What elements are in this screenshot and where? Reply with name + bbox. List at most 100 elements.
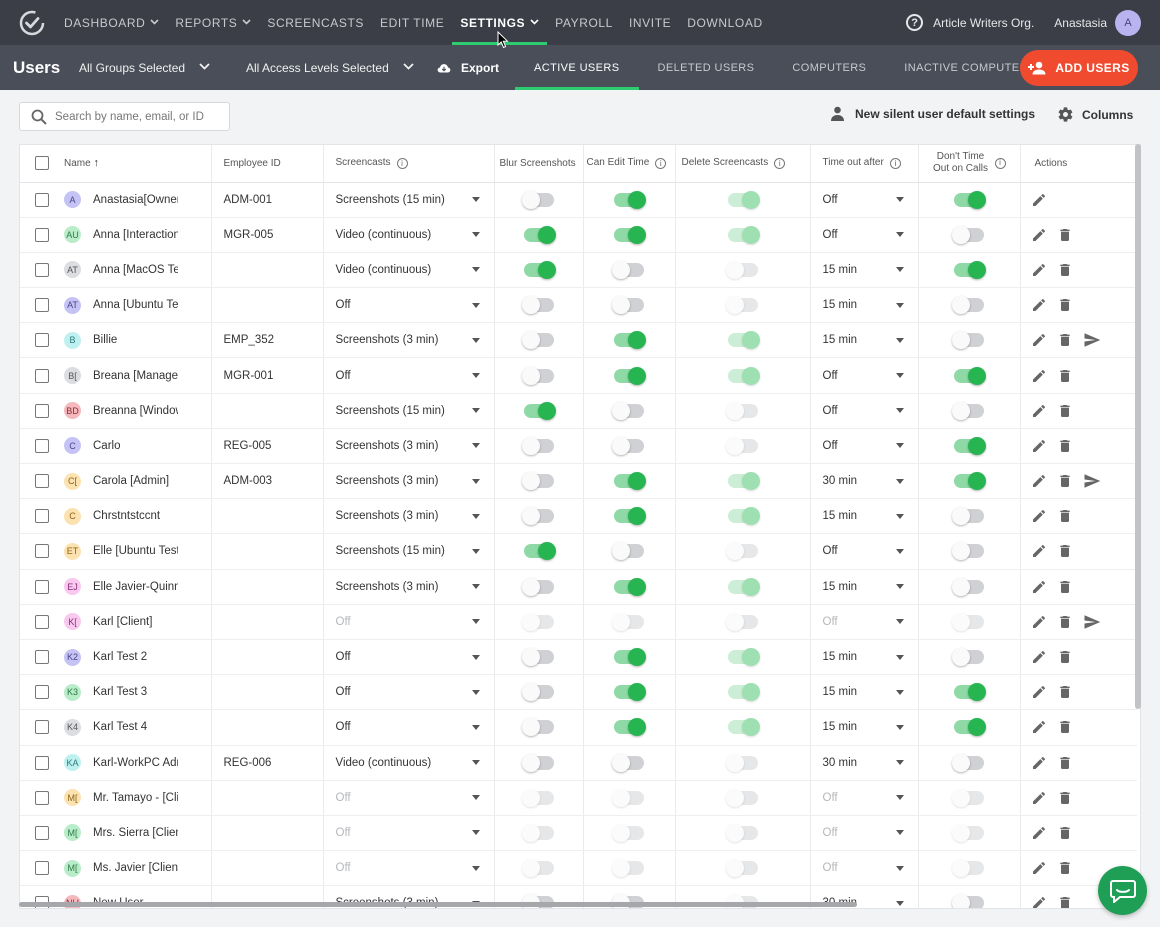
blur-screenshots-column-header[interactable]: Blur Screenshots — [494, 145, 584, 183]
row-checkbox[interactable] — [35, 614, 49, 629]
can-edit-time-toggle[interactable] — [612, 859, 644, 878]
delete-screencasts-toggle[interactable] — [727, 507, 760, 526]
user-name-link[interactable]: Karl Test 2 — [93, 651, 148, 664]
user-name-link[interactable]: Anna [Interaction] — [93, 228, 178, 241]
timeout-select[interactable]: 15 min — [810, 252, 919, 289]
delete-screencasts-toggle[interactable] — [725, 401, 758, 420]
delete-screencasts-toggle[interactable] — [727, 190, 760, 209]
delete-trash-icon[interactable] — [1057, 438, 1073, 454]
screencasts-select[interactable]: Screenshots (15 min) — [323, 182, 495, 218]
employee-id-cell[interactable]: REG-006 — [211, 745, 324, 781]
edit-pencil-icon[interactable] — [1031, 649, 1047, 665]
employee-id-cell[interactable] — [211, 533, 324, 570]
timeout-select[interactable]: 15 min — [810, 569, 919, 605]
horizontal-scrollbar[interactable] — [19, 902, 857, 907]
edit-pencil-icon[interactable] — [1031, 438, 1047, 454]
blur-screenshots-toggle[interactable] — [521, 859, 554, 878]
nav-item-download[interactable]: DOWNLOAD — [679, 0, 770, 45]
can-edit-time-toggle[interactable] — [612, 296, 644, 315]
delete-screencasts-toggle[interactable] — [725, 612, 758, 631]
edit-pencil-icon[interactable] — [1031, 297, 1047, 313]
name-column-header[interactable]: Name ↑ — [55, 145, 212, 183]
blur-screenshots-toggle[interactable] — [521, 472, 554, 491]
timeout-select[interactable]: 15 min — [810, 639, 919, 676]
can-edit-time-toggle[interactable] — [612, 753, 644, 772]
blur-screenshots-toggle[interactable] — [521, 753, 554, 772]
employee-id-cell[interactable] — [211, 850, 324, 887]
timeout-select[interactable]: Off — [810, 217, 919, 253]
blur-screenshots-toggle[interactable] — [521, 788, 554, 807]
user-name-link[interactable]: Anna [MacOS Test] — [93, 263, 178, 276]
user-name-link[interactable]: Carlo — [93, 439, 121, 452]
can-edit-time-toggle[interactable] — [614, 648, 646, 667]
dont-timeout-on-calls-toggle[interactable] — [952, 225, 984, 244]
user-name-link[interactable]: Billie — [93, 334, 118, 347]
user-name-link[interactable]: Carola [Admin] — [93, 475, 170, 488]
employee-id-cell[interactable]: ADM-001 — [211, 182, 324, 218]
row-checkbox[interactable] — [35, 333, 49, 348]
blur-screenshots-toggle[interactable] — [521, 296, 554, 315]
delete-trash-icon[interactable] — [1057, 719, 1073, 735]
employee-id-cell[interactable] — [211, 674, 324, 711]
send-invite-icon[interactable] — [1083, 331, 1101, 349]
dont-timeout-on-calls-toggle[interactable] — [952, 577, 984, 596]
screencasts-select[interactable]: Off — [323, 639, 495, 676]
user-name-link[interactable]: Elle Javier-Quinn — [93, 580, 178, 593]
dont-timeout-on-calls-toggle[interactable] — [952, 753, 984, 772]
nav-item-payroll[interactable]: PAYROLL — [547, 0, 621, 45]
row-checkbox[interactable] — [35, 544, 49, 559]
user-name[interactable]: Anastasia — [1054, 15, 1107, 30]
timeout-select[interactable]: 30 min — [810, 745, 919, 781]
dont-timeout-on-calls-toggle[interactable] — [954, 718, 986, 737]
row-checkbox[interactable] — [35, 403, 49, 418]
can-edit-time-toggle[interactable] — [612, 612, 644, 631]
screencasts-select[interactable]: Off — [323, 815, 495, 852]
delete-trash-icon[interactable] — [1057, 473, 1073, 489]
delete-trash-icon[interactable] — [1057, 543, 1073, 559]
delete-screencasts-toggle[interactable] — [725, 436, 758, 455]
employee-id-cell[interactable] — [211, 498, 324, 535]
edit-pencil-icon[interactable] — [1031, 579, 1047, 595]
app-logo-icon[interactable] — [18, 9, 46, 37]
delete-trash-icon[interactable] — [1057, 508, 1073, 524]
screencasts-select[interactable]: Video (continuous) — [323, 217, 495, 253]
delete-screencasts-toggle[interactable] — [727, 472, 760, 491]
row-checkbox[interactable] — [35, 262, 49, 277]
tab-deleted-users[interactable]: DELETED USERS — [657, 61, 755, 74]
row-checkbox[interactable] — [35, 509, 49, 524]
columns-button[interactable]: Columns — [1057, 106, 1133, 123]
employee-id-cell[interactable] — [211, 709, 324, 746]
timeout-select[interactable]: 30 min — [810, 463, 919, 500]
employee-id-cell[interactable]: EMP_352 — [211, 322, 324, 359]
delete-screencasts-toggle[interactable] — [727, 718, 760, 737]
screencasts-select[interactable]: Screenshots (15 min) — [323, 533, 495, 570]
edit-pencil-icon[interactable] — [1031, 192, 1047, 208]
blur-screenshots-toggle[interactable] — [521, 577, 554, 596]
delete-screencasts-toggle[interactable] — [725, 859, 758, 878]
edit-pencil-icon[interactable] — [1031, 508, 1047, 524]
dont-timeout-on-calls-toggle[interactable] — [952, 788, 984, 807]
dont-timeout-column-header[interactable]: Don't Time Out on Calls i — [918, 145, 1021, 183]
can-edit-time-toggle[interactable] — [612, 823, 644, 842]
row-checkbox[interactable] — [35, 650, 49, 665]
timeout-select[interactable]: Off — [810, 815, 919, 852]
edit-pencil-icon[interactable] — [1031, 790, 1047, 806]
screencasts-select[interactable]: Screenshots (3 min) — [323, 428, 495, 465]
add-users-button[interactable]: ADD USERS — [1020, 50, 1138, 86]
info-icon[interactable]: i — [655, 158, 667, 170]
can-edit-time-column-header[interactable]: Can Edit Time i — [583, 145, 676, 183]
edit-pencil-icon[interactable] — [1031, 543, 1047, 559]
dont-timeout-on-calls-toggle[interactable] — [954, 260, 986, 279]
blur-screenshots-toggle[interactable] — [521, 823, 554, 842]
export-button[interactable]: Export — [437, 60, 499, 76]
timeout-select[interactable]: 15 min — [810, 287, 919, 324]
user-name-link[interactable]: Breana [Manager] — [93, 369, 178, 382]
access-levels-filter-select[interactable]: All Access Levels Selected — [246, 61, 437, 75]
can-edit-time-toggle[interactable] — [614, 683, 646, 702]
screencasts-select[interactable]: Off — [323, 709, 495, 746]
row-checkbox[interactable] — [35, 227, 49, 242]
nav-item-screencasts[interactable]: SCREENCASTS — [259, 0, 372, 45]
screencasts-select[interactable]: Off — [323, 357, 495, 394]
send-invite-icon[interactable] — [1083, 613, 1101, 631]
can-edit-time-toggle[interactable] — [614, 472, 646, 491]
